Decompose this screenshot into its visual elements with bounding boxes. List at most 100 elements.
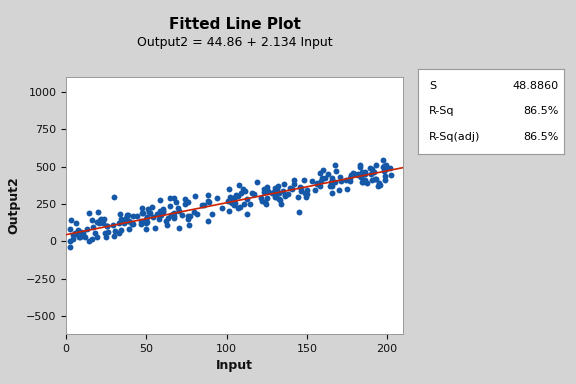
Point [142, 220, 151, 226]
Point [103, 223, 112, 229]
Point [270, 189, 279, 195]
Point [234, 182, 244, 188]
Point [370, 169, 379, 175]
Point [240, 200, 249, 207]
Point [93, 219, 102, 225]
Point [155, 208, 164, 214]
Point [103, 223, 112, 229]
Point [378, 164, 388, 170]
Point [319, 167, 328, 173]
Point [336, 178, 346, 184]
Point [259, 186, 268, 192]
Point [356, 174, 365, 180]
Point [165, 202, 175, 209]
Point [168, 212, 177, 218]
Point [203, 218, 213, 224]
Point [85, 210, 94, 216]
Point [163, 222, 172, 228]
Point [114, 230, 123, 236]
Text: S: S [429, 81, 437, 91]
Point [365, 165, 374, 171]
Point [182, 199, 191, 205]
Point [123, 212, 132, 218]
Point [136, 218, 145, 224]
Point [355, 164, 365, 170]
Point [174, 205, 183, 211]
Point [247, 190, 256, 196]
Point [172, 199, 181, 205]
Point [374, 183, 383, 189]
Point [271, 194, 280, 200]
Point [331, 162, 340, 169]
Point [281, 192, 290, 198]
Point [327, 179, 336, 185]
Point [300, 177, 309, 183]
Point [366, 171, 375, 177]
Point [186, 213, 195, 219]
Point [259, 189, 268, 195]
Text: R-Sq: R-Sq [429, 106, 455, 116]
Point [191, 193, 200, 199]
Point [257, 198, 266, 204]
Point [213, 195, 222, 201]
Point [225, 208, 234, 214]
Point [316, 169, 325, 175]
Point [316, 183, 325, 189]
Point [378, 157, 388, 163]
Point [127, 221, 137, 227]
Point [184, 212, 193, 218]
Point [328, 183, 337, 189]
Point [124, 227, 134, 233]
Point [276, 200, 286, 207]
Point [310, 187, 320, 193]
Point [100, 230, 109, 236]
Point [141, 215, 150, 222]
Point [316, 178, 325, 184]
Text: Fitted Line Plot: Fitted Line Plot [169, 17, 301, 32]
Point [272, 186, 281, 192]
Point [89, 224, 98, 230]
Point [271, 188, 280, 194]
Point [371, 162, 380, 169]
Point [345, 175, 354, 181]
Point [94, 209, 103, 215]
Point [308, 178, 317, 184]
Point [69, 236, 78, 242]
Point [80, 234, 89, 240]
Point [380, 163, 389, 169]
Point [101, 234, 111, 240]
Point [233, 193, 242, 199]
Point [184, 222, 194, 228]
Point [303, 187, 312, 193]
Point [354, 171, 363, 177]
Point [372, 176, 381, 182]
Point [95, 217, 104, 223]
Point [169, 195, 178, 201]
Point [218, 205, 227, 211]
Point [374, 180, 384, 187]
Point [381, 162, 391, 168]
Point [336, 174, 345, 180]
Point [142, 214, 151, 220]
Point [380, 168, 389, 174]
Point [290, 177, 299, 183]
Point [350, 170, 359, 177]
Point [267, 190, 276, 196]
Point [71, 231, 81, 237]
Point [152, 210, 161, 217]
Point [127, 220, 137, 227]
Point [331, 169, 340, 175]
Point [88, 235, 97, 242]
Point [170, 215, 179, 221]
X-axis label: Input: Input [216, 359, 253, 372]
Point [137, 221, 146, 227]
Point [313, 180, 322, 186]
Point [124, 218, 134, 224]
Point [174, 225, 183, 231]
Point [233, 205, 242, 211]
Point [347, 172, 356, 178]
Point [66, 226, 75, 232]
Text: 86.5%: 86.5% [523, 132, 559, 142]
Point [124, 218, 133, 224]
Point [262, 195, 271, 201]
